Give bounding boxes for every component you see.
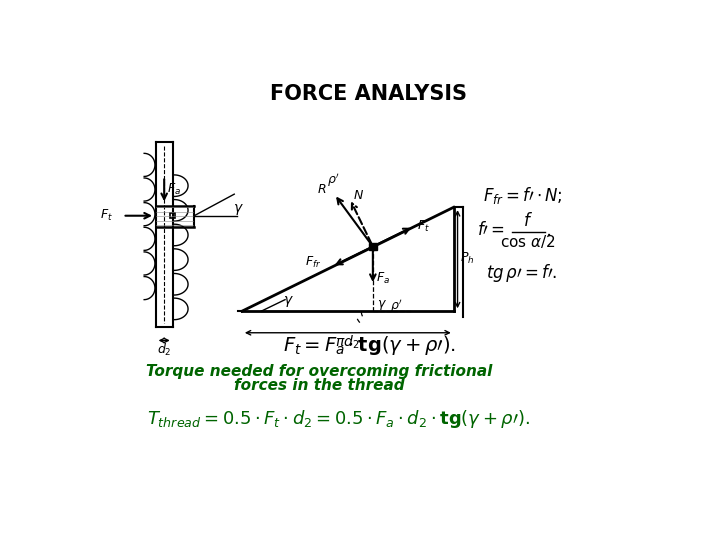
Text: forces in the thread: forces in the thread	[233, 377, 404, 393]
Text: $\gamma$: $\gamma$	[283, 294, 294, 309]
Text: $\gamma$: $\gamma$	[377, 298, 387, 312]
Text: Torque needed for overcoming frictional: Torque needed for overcoming frictional	[145, 364, 492, 379]
Text: $tg\,\rho\prime = f\prime.$: $tg\,\rho\prime = f\prime.$	[486, 262, 557, 284]
Text: $\rho'$: $\rho'$	[390, 298, 402, 315]
Text: FORCE ANALYSIS: FORCE ANALYSIS	[271, 84, 467, 104]
Text: $T_{thread} = 0.5 \cdot F_t \cdot d_2 = 0.5 \cdot F_a \cdot d_2 \cdot \mathbf{tg: $T_{thread} = 0.5 \cdot F_t \cdot d_2 = …	[147, 408, 530, 430]
Text: $d_2$: $d_2$	[157, 342, 171, 358]
Text: $F_a$: $F_a$	[376, 271, 390, 286]
Text: $F_t = F_a \cdot \mathbf{tg}(\gamma + \rho\prime).$: $F_t = F_a \cdot \mathbf{tg}(\gamma + \r…	[282, 334, 456, 357]
Text: $N$: $N$	[353, 189, 364, 202]
Bar	[369, 242, 377, 251]
Text: $f\prime =$: $f\prime =$	[477, 221, 505, 239]
Text: $F_{fr}$: $F_{fr}$	[305, 255, 321, 270]
Text: $R$: $R$	[318, 183, 327, 196]
Text: $F_t$: $F_t$	[417, 219, 430, 234]
Text: $F_t$: $F_t$	[101, 208, 113, 223]
Text: $F_{fr} = f\prime \cdot N;$: $F_{fr} = f\prime \cdot N;$	[483, 185, 563, 206]
Text: $f$: $f$	[523, 212, 533, 230]
Text: $\pi d_2$: $\pi d_2$	[336, 333, 359, 350]
Text: $\cos\,\alpha/2$: $\cos\,\alpha/2$	[500, 233, 555, 251]
Text: $.$: $.$	[545, 221, 552, 240]
Bar	[171, 213, 175, 218]
Text: $F_a$: $F_a$	[167, 182, 181, 197]
Text: $\gamma$: $\gamma$	[233, 202, 243, 217]
Text: $P_h$: $P_h$	[460, 251, 474, 266]
Text: $\rho'$: $\rho'$	[327, 172, 339, 189]
